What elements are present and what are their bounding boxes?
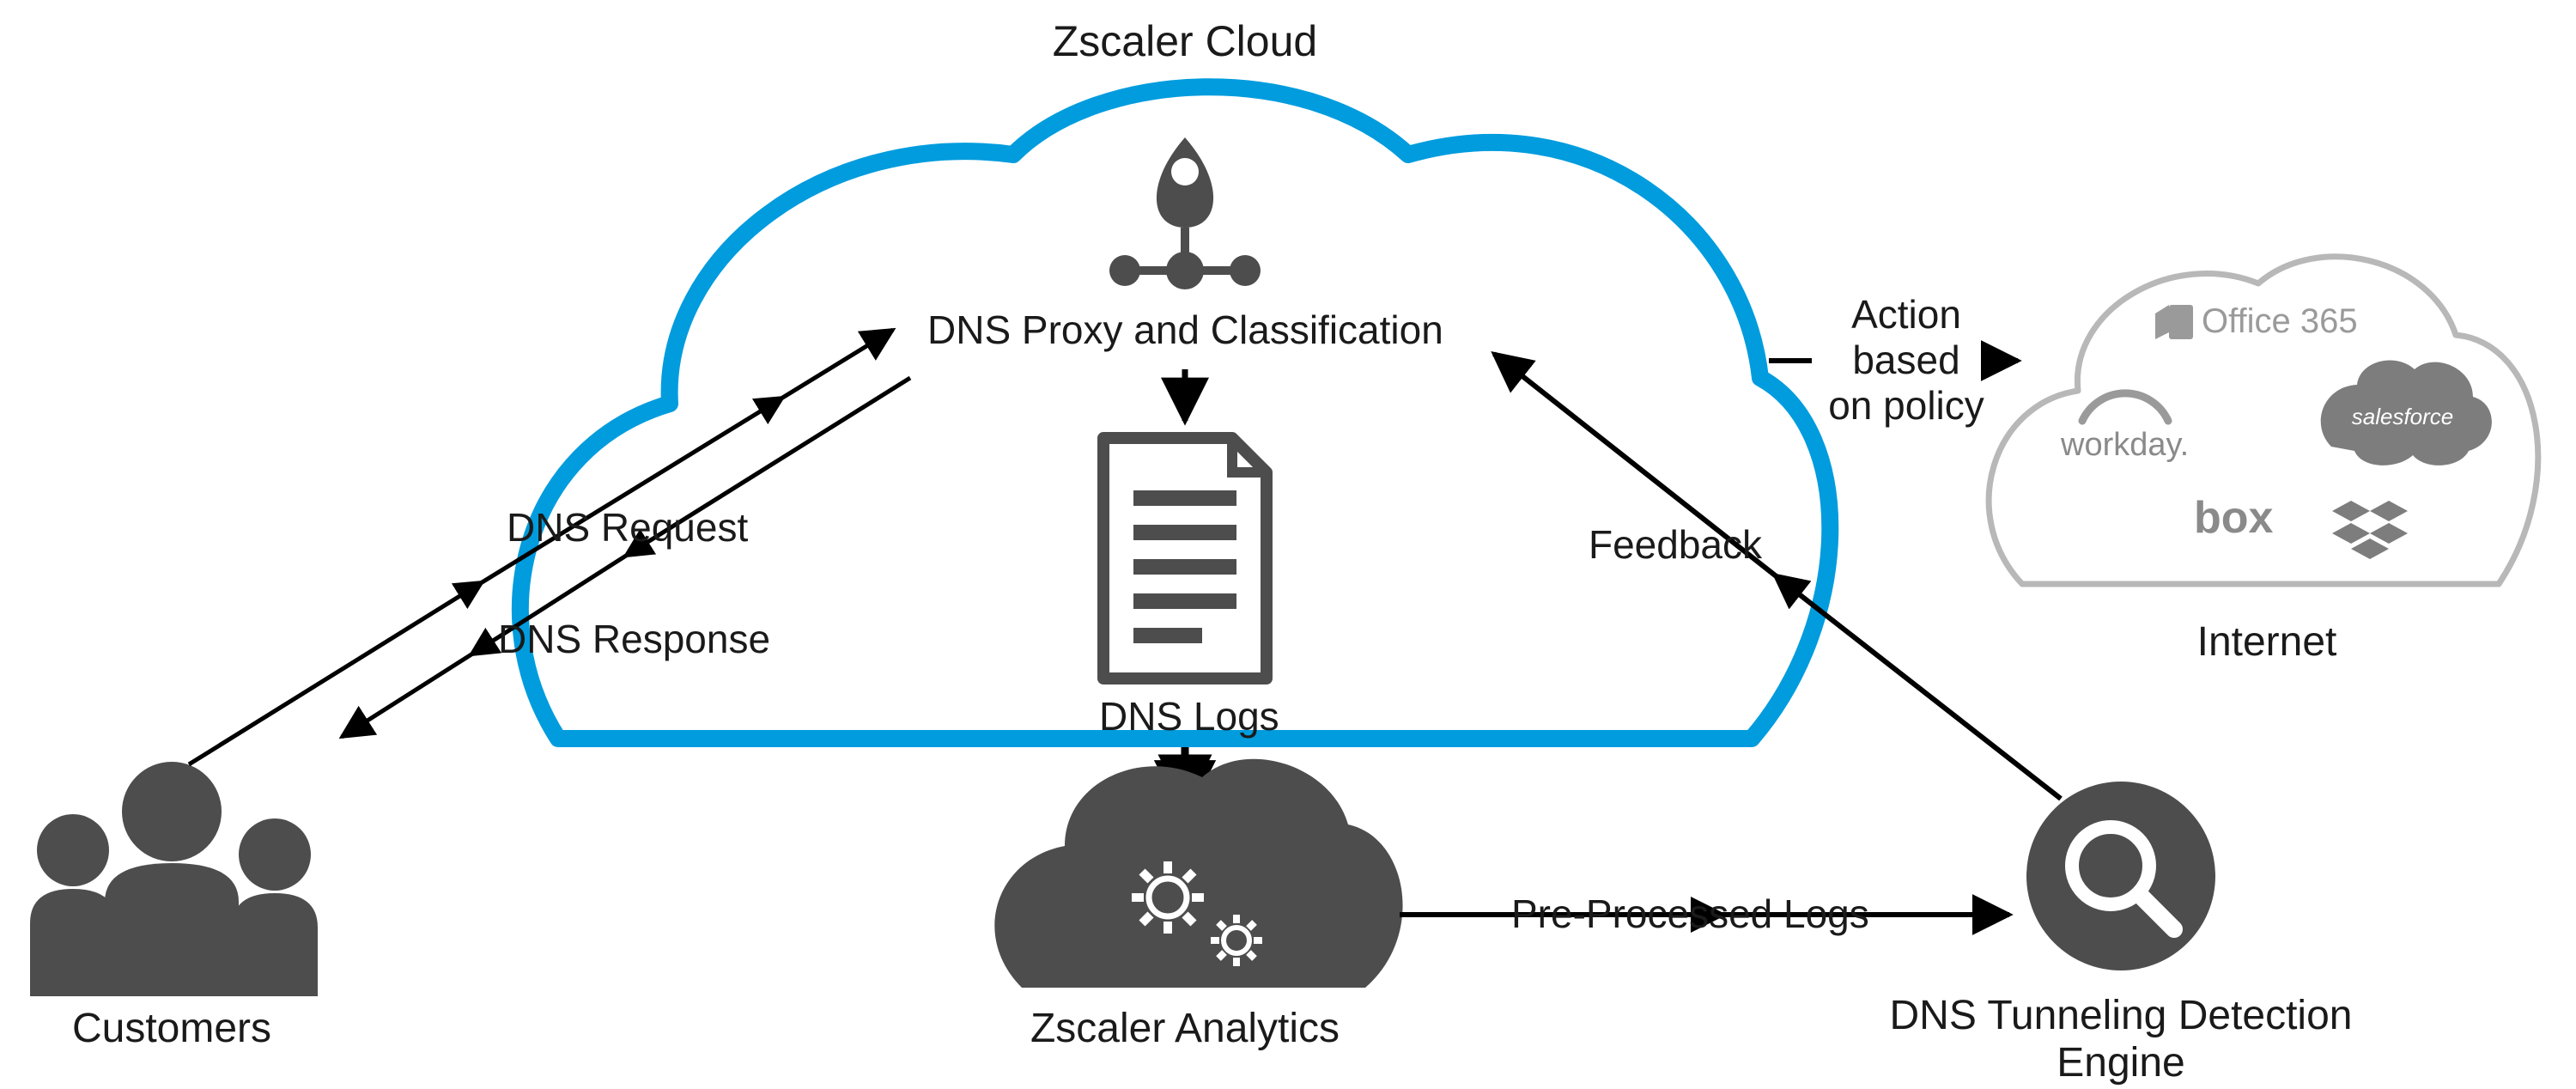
workday-text: workday. bbox=[2060, 427, 2189, 463]
internet-label: Internet bbox=[2181, 618, 2353, 666]
detection-engine-icon bbox=[2026, 782, 2215, 970]
preprocessed-label: Pre-Processed Logs bbox=[1511, 891, 1869, 937]
diagram-stage: Office 365 workday. salesforce box Zscal… bbox=[0, 0, 2576, 1089]
salesforce-text: salesforce bbox=[2352, 404, 2454, 429]
action-policy-label: Actionbasedon policy bbox=[1820, 292, 1992, 429]
box-logo: box bbox=[2194, 493, 2274, 543]
customers-icon bbox=[30, 762, 318, 996]
dns-request-label: DNS Request bbox=[507, 505, 748, 551]
feedback-label: Feedback bbox=[1589, 522, 1762, 568]
diagram-svg: Office 365 workday. salesforce box bbox=[0, 0, 2576, 1089]
office365-logo: Office 365 bbox=[2155, 302, 2358, 340]
zscaler-analytics-icon bbox=[994, 759, 1402, 988]
zscaler-analytics-label: Zscaler Analytics bbox=[1013, 1005, 1357, 1052]
office365-text: Office 365 bbox=[2202, 302, 2358, 340]
detection-engine-label: DNS Tunneling DetectionEngine bbox=[1863, 992, 2379, 1086]
dns-logs-label: DNS Logs bbox=[1099, 694, 1271, 739]
box-text: box bbox=[2194, 493, 2274, 543]
dns-logs-icon bbox=[1103, 438, 1267, 678]
dns-response-label: DNS Response bbox=[498, 617, 770, 662]
customers-label: Customers bbox=[43, 1005, 301, 1052]
zscaler-cloud-title: Zscaler Cloud bbox=[1013, 17, 1357, 67]
dns-proxy-label: DNS Proxy and Classification bbox=[927, 307, 1443, 353]
